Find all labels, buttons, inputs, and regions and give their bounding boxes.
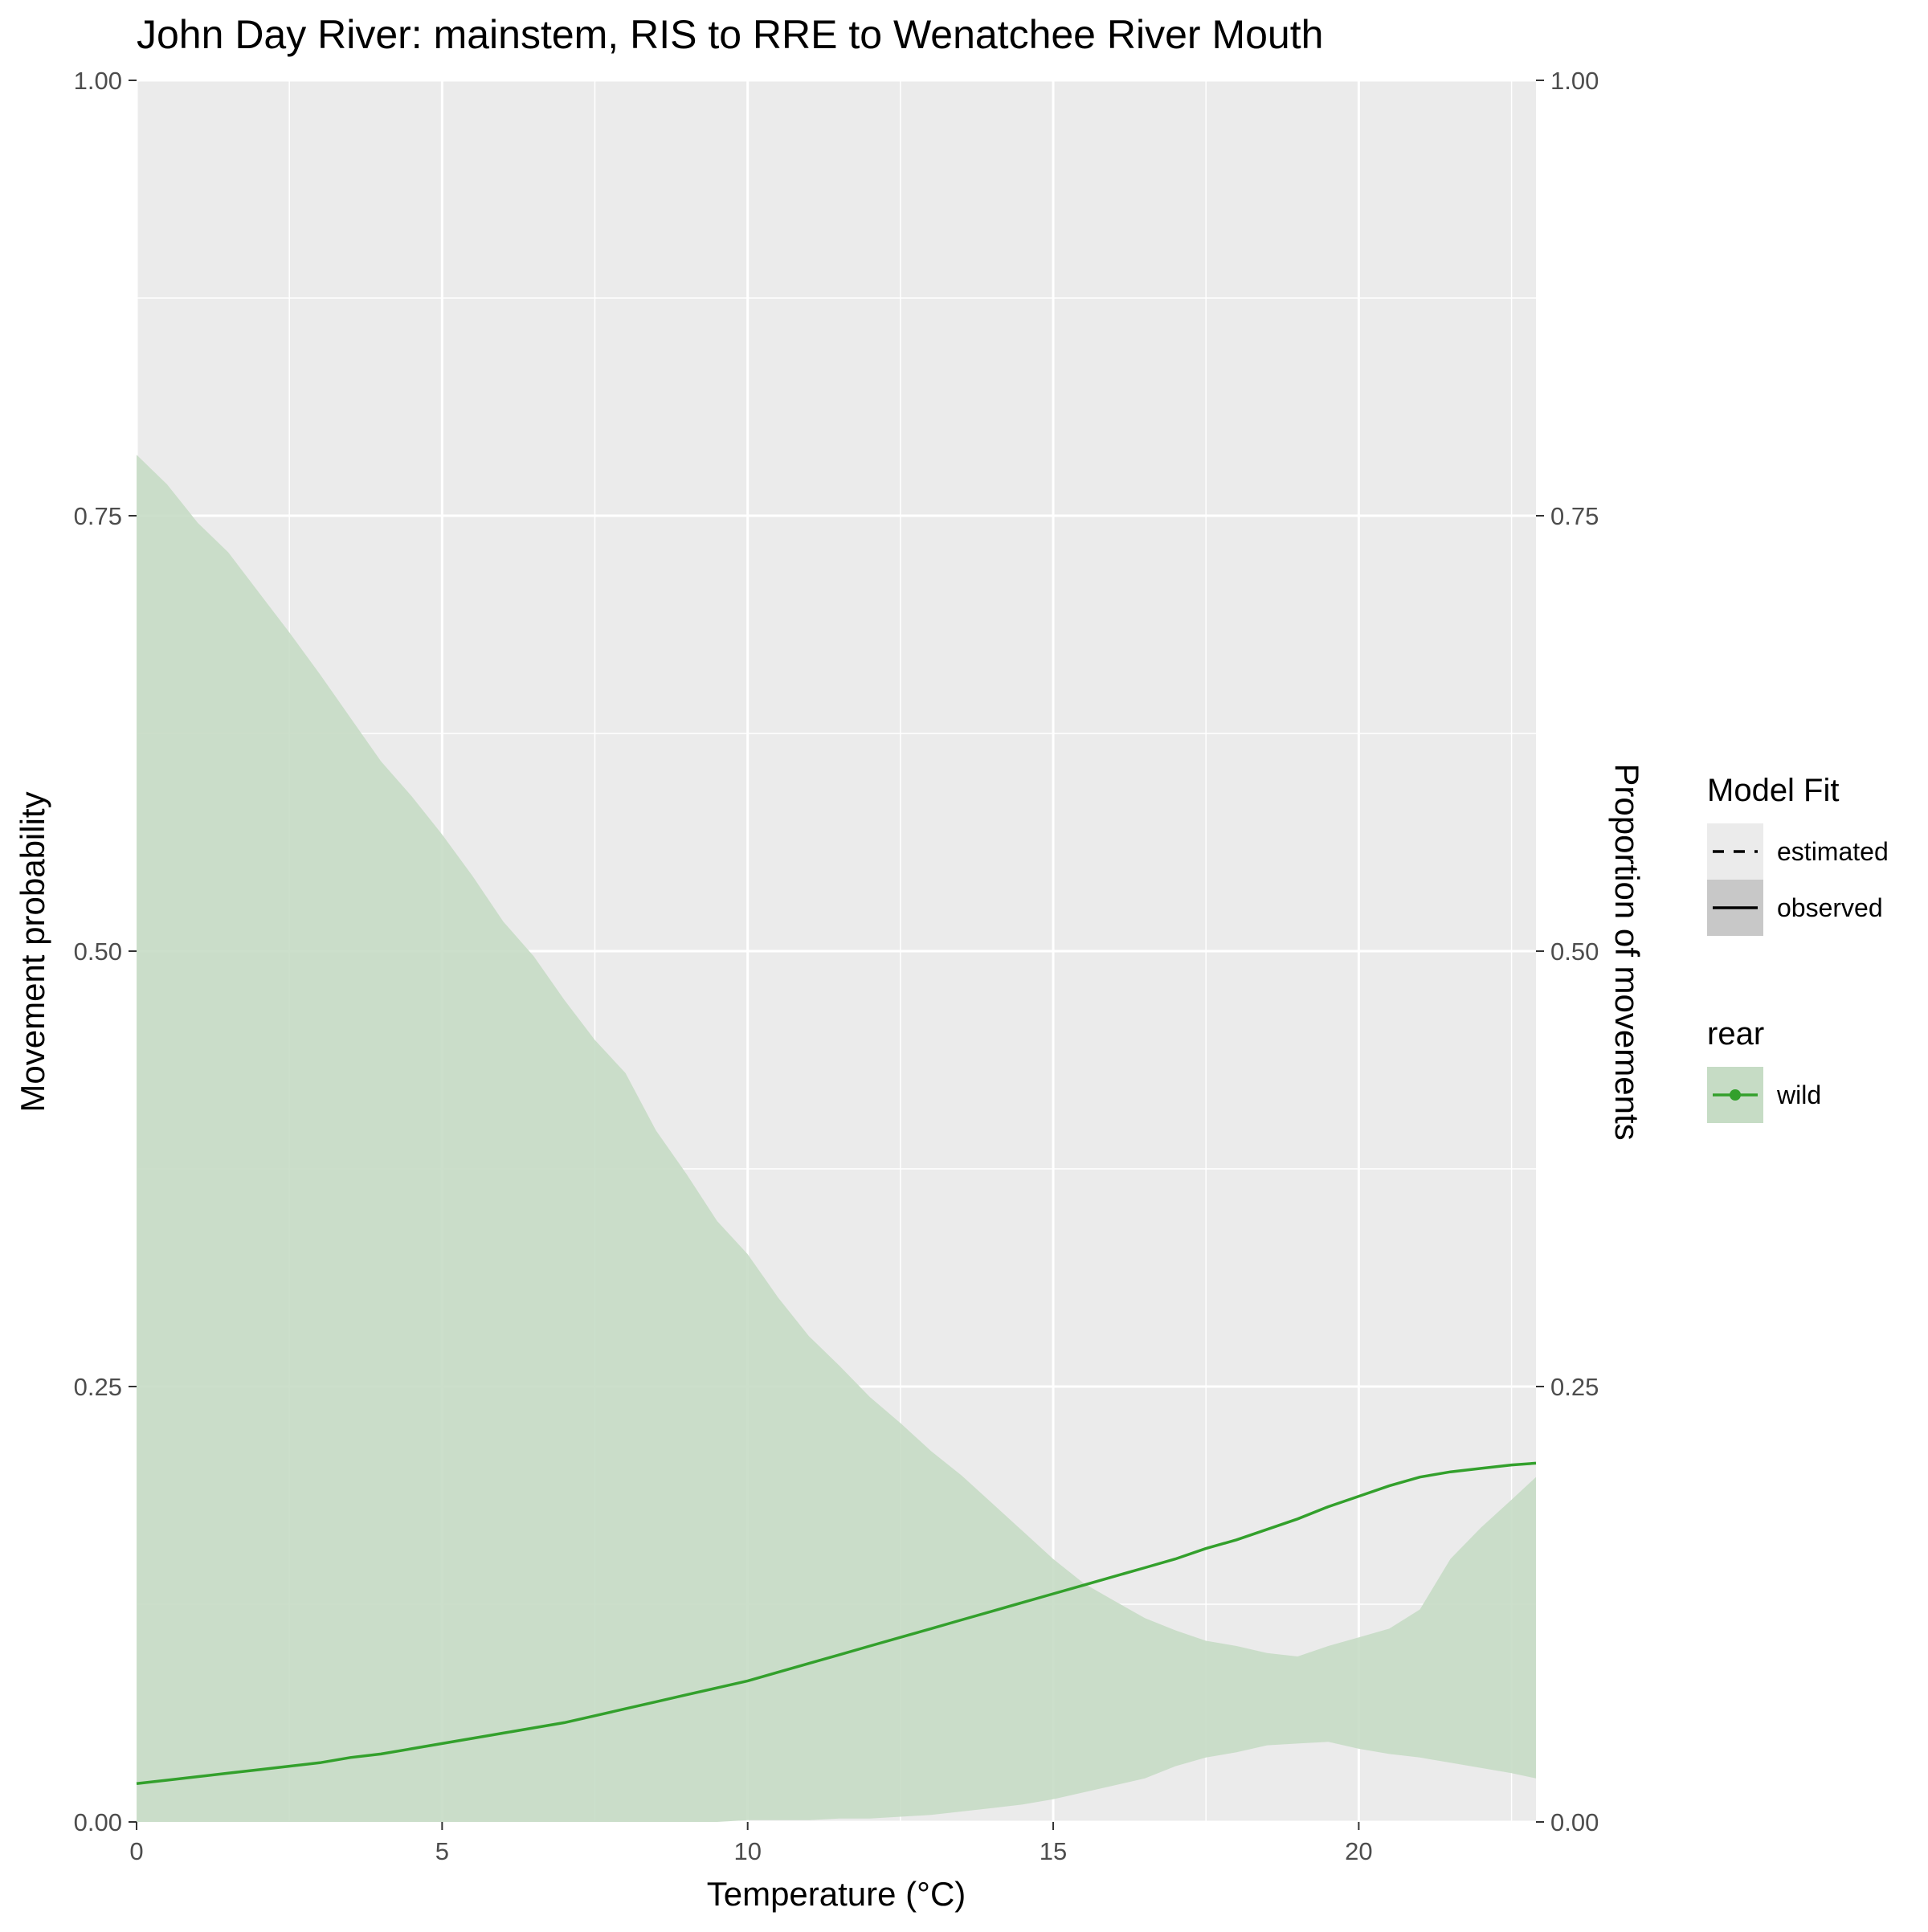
confidence-ribbon-wild (137, 455, 1536, 1822)
x-axis-title: Temperature (°C) (707, 1875, 966, 1913)
y2-tick-label: 0.25 (1550, 1373, 1599, 1401)
x-tick-label: 20 (1345, 1837, 1372, 1865)
legend-point-wild (1730, 1089, 1741, 1101)
series-line-wild (136, 1461, 1537, 1786)
y2-tick-label: 0.75 (1550, 502, 1599, 530)
chart-title: John Day River: mainstem, RIS to RRE to … (137, 12, 1323, 57)
y-tick-label: 0.00 (74, 1808, 122, 1836)
y2-tick-label: 1.00 (1550, 67, 1599, 95)
y2-tick-label: 0.00 (1550, 1808, 1599, 1836)
x-tick-label: 10 (733, 1837, 761, 1865)
y-tick-label: 0.50 (74, 937, 122, 966)
y-tick-label: 1.00 (74, 67, 122, 95)
legend-label-estimated: estimated (1777, 837, 1889, 866)
y2-tick-label: 0.50 (1550, 937, 1599, 966)
legend-title-rear: rear (1707, 1016, 1764, 1052)
legend-label-wild: wild (1776, 1080, 1821, 1109)
x-tick-label: 15 (1040, 1837, 1067, 1865)
y2-axis-title: Proportion of movements (1608, 763, 1646, 1140)
legend-label-observed: observed (1777, 893, 1883, 922)
y-axis-title: Movement probability (14, 791, 51, 1112)
x-tick-label: 0 (129, 1837, 143, 1865)
legend: Model Fit estimated observed rear wild (1707, 773, 1889, 1123)
plot-area: 0 5 10 15 20 0.00 0.00 0.25 0.25 0.50 0.50 0.75 0.75… (74, 67, 1599, 1865)
legend-title-model-fit: Model Fit (1707, 773, 1840, 808)
x-tick-label: 5 (435, 1837, 449, 1865)
y-tick-label: 0.75 (74, 502, 122, 530)
y-tick-label: 0.25 (74, 1373, 122, 1401)
